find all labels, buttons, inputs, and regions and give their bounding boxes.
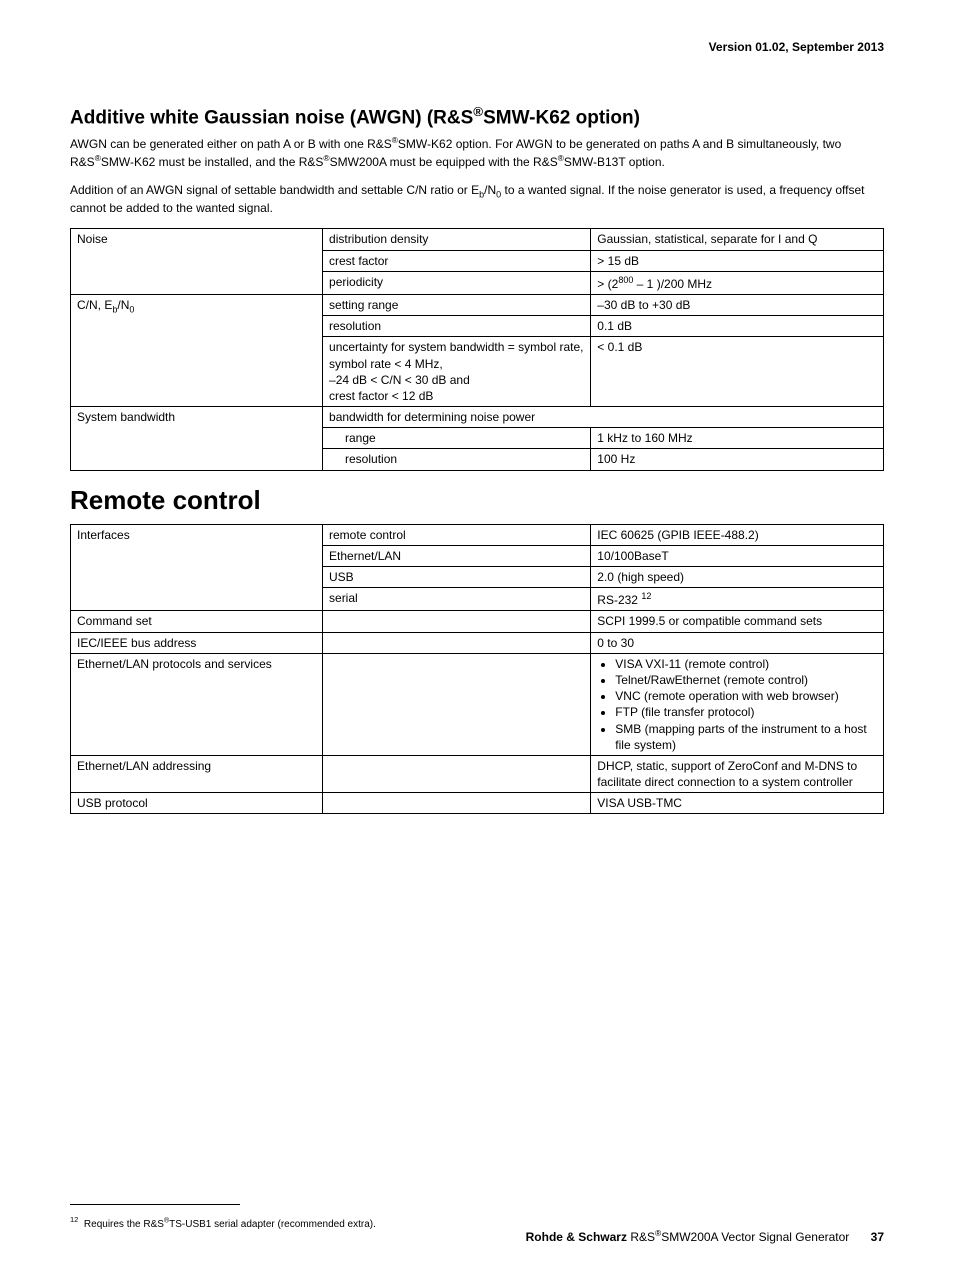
list-item: VNC (remote operation with web browser) [615, 688, 877, 704]
table-row: C/N, Eb/N0 setting range –30 dB to +30 d… [71, 294, 884, 315]
cell: 2.0 (high speed) [591, 567, 884, 588]
cell-lanproto: Ethernet/LAN protocols and services [71, 653, 323, 755]
awgn-spec-table: Noise distribution density Gaussian, sta… [70, 228, 884, 470]
cell-busaddr: IEC/IEEE bus address [71, 632, 323, 653]
table-row: Ethernet/LAN protocols and services VISA… [71, 653, 884, 755]
cell: DHCP, static, support of ZeroConf and M-… [591, 755, 884, 792]
protocol-list: VISA VXI-11 (remote control)Telnet/RawEt… [597, 656, 877, 753]
awgn-para2: Addition of an AWGN signal of settable b… [70, 182, 884, 217]
cell: remote control [323, 524, 591, 545]
list-item: SMB (mapping parts of the instrument to … [615, 721, 877, 753]
cell: IEC 60625 (GPIB IEEE-488.2) [591, 524, 884, 545]
cell: USB [323, 567, 591, 588]
version-line: Version 01.02, September 2013 [70, 40, 884, 54]
cell-interfaces: Interfaces [71, 524, 323, 611]
cell [323, 611, 591, 632]
cell: periodicity [323, 271, 591, 294]
cell: VISA USB-TMC [591, 793, 884, 814]
footer-product: R&S®SMW200A Vector Signal Generator [630, 1230, 849, 1244]
cell: –30 dB to +30 dB [591, 294, 884, 315]
awgn-heading: Additive white Gaussian noise (AWGN) (R&… [70, 104, 884, 129]
table-row: IEC/IEEE bus address 0 to 30 [71, 632, 884, 653]
remote-spec-table: Interfaces remote control IEC 60625 (GPI… [70, 524, 884, 815]
cell: RS-232 12 [591, 588, 884, 611]
table-row: Interfaces remote control IEC 60625 (GPI… [71, 524, 884, 545]
cell: > 15 dB [591, 250, 884, 271]
awgn-para1: AWGN can be generated either on path A o… [70, 135, 884, 169]
remote-heading: Remote control [70, 485, 884, 516]
registered-icon: ® [473, 104, 483, 119]
list-item: VISA VXI-11 (remote control) [615, 656, 877, 672]
table-row: Ethernet/LAN addressing DHCP, static, su… [71, 755, 884, 792]
table-row: Noise distribution density Gaussian, sta… [71, 229, 884, 250]
cell: setting range [323, 294, 591, 315]
table-row: Command set SCPI 1999.5 or compatible co… [71, 611, 884, 632]
cell [323, 793, 591, 814]
list-item: FTP (file transfer protocol) [615, 704, 877, 720]
cell: distribution density [323, 229, 591, 250]
cell-cn: C/N, Eb/N0 [71, 294, 323, 406]
cell-usbproto: USB protocol [71, 793, 323, 814]
footnote-text: Requires the R&S®TS-USB1 serial adapter … [84, 1219, 376, 1230]
cell: serial [323, 588, 591, 611]
cell: 100 Hz [591, 449, 884, 470]
cell-noise: Noise [71, 229, 323, 295]
cell: crest factor [323, 250, 591, 271]
cell: Gaussian, statistical, separate for I an… [591, 229, 884, 250]
cell-lanaddr: Ethernet/LAN addressing [71, 755, 323, 792]
cell: bandwidth for determining noise power [323, 407, 884, 428]
cell: < 0.1 dB [591, 337, 884, 407]
footnote-separator [70, 1204, 240, 1205]
table-row: USB protocol VISA USB-TMC [71, 793, 884, 814]
cell: 0.1 dB [591, 316, 884, 337]
cell: 1 kHz to 160 MHz [591, 428, 884, 449]
cell: SCPI 1999.5 or compatible command sets [591, 611, 884, 632]
cell: uncertainty for system bandwidth = symbo… [323, 337, 591, 407]
list-item: Telnet/RawEthernet (remote control) [615, 672, 877, 688]
cell [323, 755, 591, 792]
cell-sysbw: System bandwidth [71, 407, 323, 471]
page-footer: Rohde & Schwarz R&S®SMW200A Vector Signa… [526, 1228, 884, 1244]
cell [323, 632, 591, 653]
cell: > (2800 – 1 )/200 MHz [591, 271, 884, 294]
awgn-heading-post: SMW-K62 option) [483, 107, 640, 128]
footer-brand: Rohde & Schwarz [526, 1230, 627, 1244]
cell-lanproto-list: VISA VXI-11 (remote control)Telnet/RawEt… [591, 653, 884, 755]
footer-page-number: 37 [871, 1230, 884, 1244]
cell: 0 to 30 [591, 632, 884, 653]
cell: 10/100BaseT [591, 545, 884, 566]
cell: range [323, 428, 591, 449]
cell: resolution [323, 316, 591, 337]
cell [323, 653, 591, 755]
cell: resolution [323, 449, 591, 470]
table-row: System bandwidth bandwidth for determini… [71, 407, 884, 428]
footnote-number: 12 [70, 1215, 78, 1224]
awgn-heading-pre: Additive white Gaussian noise (AWGN) (R&… [70, 107, 473, 128]
cell: Ethernet/LAN [323, 545, 591, 566]
cell-cmdset: Command set [71, 611, 323, 632]
